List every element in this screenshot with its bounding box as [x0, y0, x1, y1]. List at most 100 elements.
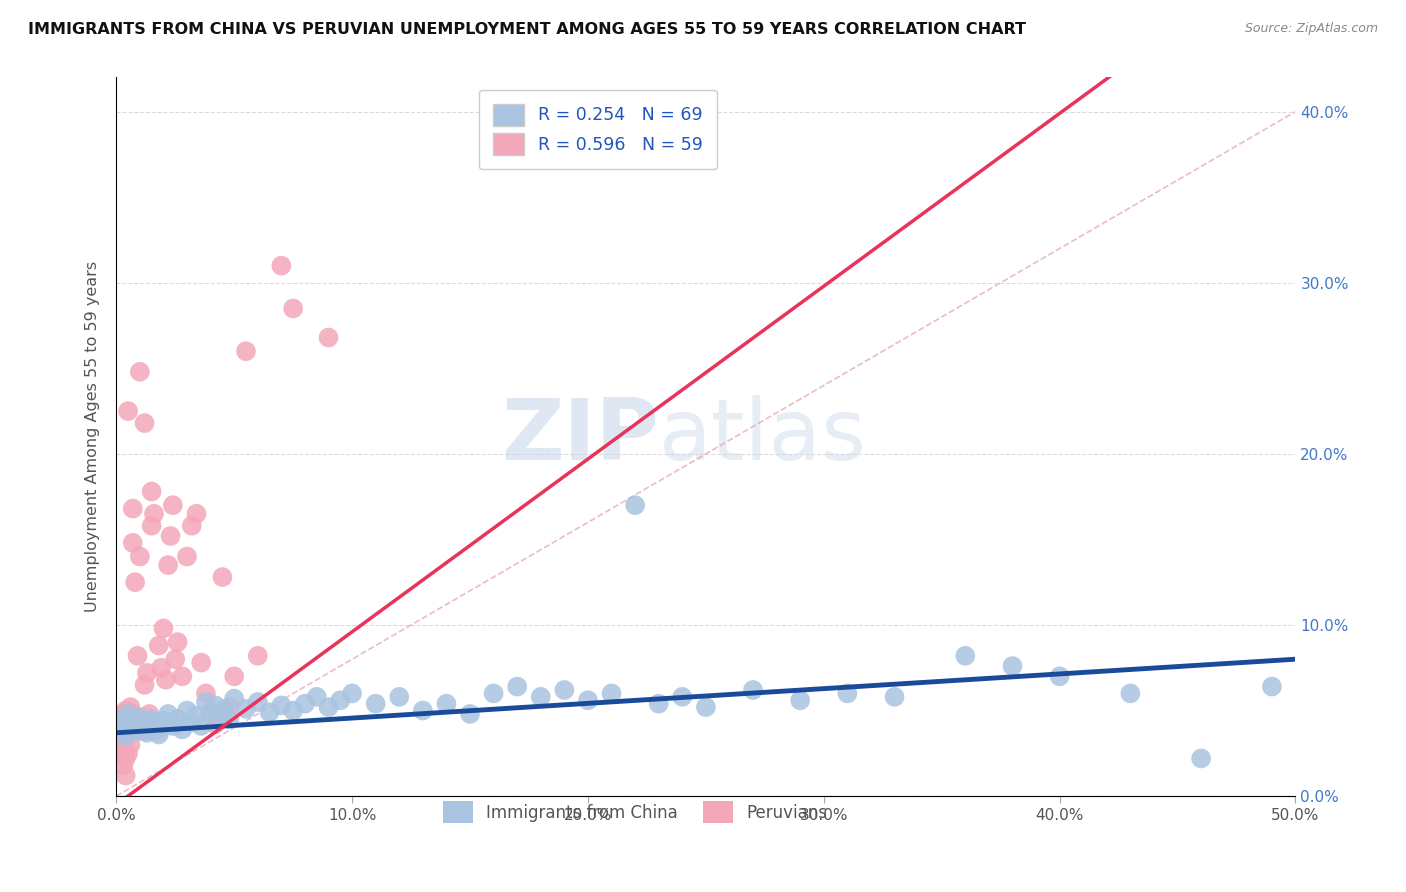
Point: [246, 648, 269, 663]
Point: [624, 498, 647, 512]
Point: [506, 680, 529, 694]
Point: [172, 669, 194, 683]
Point: [141, 518, 163, 533]
Point: [436, 697, 458, 711]
Point: [150, 661, 173, 675]
Point: [120, 721, 142, 735]
Point: [200, 706, 222, 721]
Point: [120, 700, 142, 714]
Point: [294, 697, 316, 711]
Point: [114, 704, 136, 718]
Point: [162, 498, 184, 512]
Point: [647, 697, 669, 711]
Point: [1261, 680, 1284, 694]
Point: [134, 416, 156, 430]
Point: [235, 702, 257, 716]
Point: [141, 484, 163, 499]
Point: [117, 724, 139, 739]
Point: [176, 704, 198, 718]
Point: [576, 693, 599, 707]
Point: [318, 700, 340, 714]
Point: [166, 635, 188, 649]
Point: [600, 686, 623, 700]
Point: [134, 715, 156, 730]
Point: [110, 747, 132, 761]
Point: [124, 724, 146, 739]
Point: [1119, 686, 1142, 700]
Point: [458, 706, 481, 721]
Point: [218, 712, 240, 726]
Point: [143, 724, 166, 739]
Point: [124, 575, 146, 590]
Point: [138, 719, 160, 733]
Point: [112, 717, 135, 731]
Point: [482, 686, 505, 700]
Text: ZIP: ZIP: [501, 395, 658, 478]
Point: [138, 706, 160, 721]
Point: [364, 697, 387, 711]
Point: [270, 259, 292, 273]
Point: [209, 708, 232, 723]
Point: [1001, 659, 1024, 673]
Point: [127, 717, 149, 731]
Point: [214, 702, 236, 716]
Point: [112, 738, 135, 752]
Point: [180, 518, 202, 533]
Point: [742, 683, 765, 698]
Point: [671, 690, 693, 704]
Point: [305, 690, 328, 704]
Point: [112, 758, 135, 772]
Point: [186, 507, 208, 521]
Point: [121, 714, 143, 728]
Point: [127, 648, 149, 663]
Point: [157, 558, 180, 573]
Y-axis label: Unemployment Among Ages 55 to 59 years: Unemployment Among Ages 55 to 59 years: [86, 261, 100, 612]
Point: [124, 721, 146, 735]
Point: [128, 365, 150, 379]
Point: [143, 507, 166, 521]
Point: [110, 724, 132, 739]
Point: [218, 700, 240, 714]
Point: [121, 706, 143, 721]
Point: [1049, 669, 1071, 683]
Point: [259, 705, 281, 719]
Point: [172, 723, 194, 737]
Point: [318, 330, 340, 344]
Point: [150, 721, 173, 735]
Point: [329, 693, 352, 707]
Point: [136, 665, 159, 680]
Point: [112, 717, 135, 731]
Point: [107, 712, 129, 726]
Legend: Immigrants from China, Peruvians: Immigrants from China, Peruvians: [432, 789, 839, 835]
Point: [162, 719, 184, 733]
Point: [412, 704, 434, 718]
Point: [224, 691, 246, 706]
Point: [155, 673, 177, 687]
Point: [281, 704, 304, 718]
Point: [110, 734, 132, 748]
Point: [136, 726, 159, 740]
Point: [553, 683, 575, 698]
Point: [186, 708, 208, 723]
Point: [114, 751, 136, 765]
Point: [117, 747, 139, 761]
Point: [134, 678, 156, 692]
Point: [152, 621, 174, 635]
Point: [117, 706, 139, 721]
Point: [121, 501, 143, 516]
Point: [157, 706, 180, 721]
Point: [1189, 751, 1212, 765]
Point: [211, 570, 233, 584]
Point: [165, 652, 187, 666]
Text: atlas: atlas: [658, 395, 866, 478]
Point: [388, 690, 411, 704]
Point: [159, 529, 181, 543]
Point: [131, 724, 153, 739]
Point: [204, 698, 226, 713]
Point: [235, 344, 257, 359]
Point: [110, 724, 132, 739]
Point: [194, 695, 217, 709]
Text: IMMIGRANTS FROM CHINA VS PERUVIAN UNEMPLOYMENT AMONG AGES 55 TO 59 YEARS CORRELA: IMMIGRANTS FROM CHINA VS PERUVIAN UNEMPL…: [28, 22, 1026, 37]
Point: [281, 301, 304, 316]
Point: [224, 669, 246, 683]
